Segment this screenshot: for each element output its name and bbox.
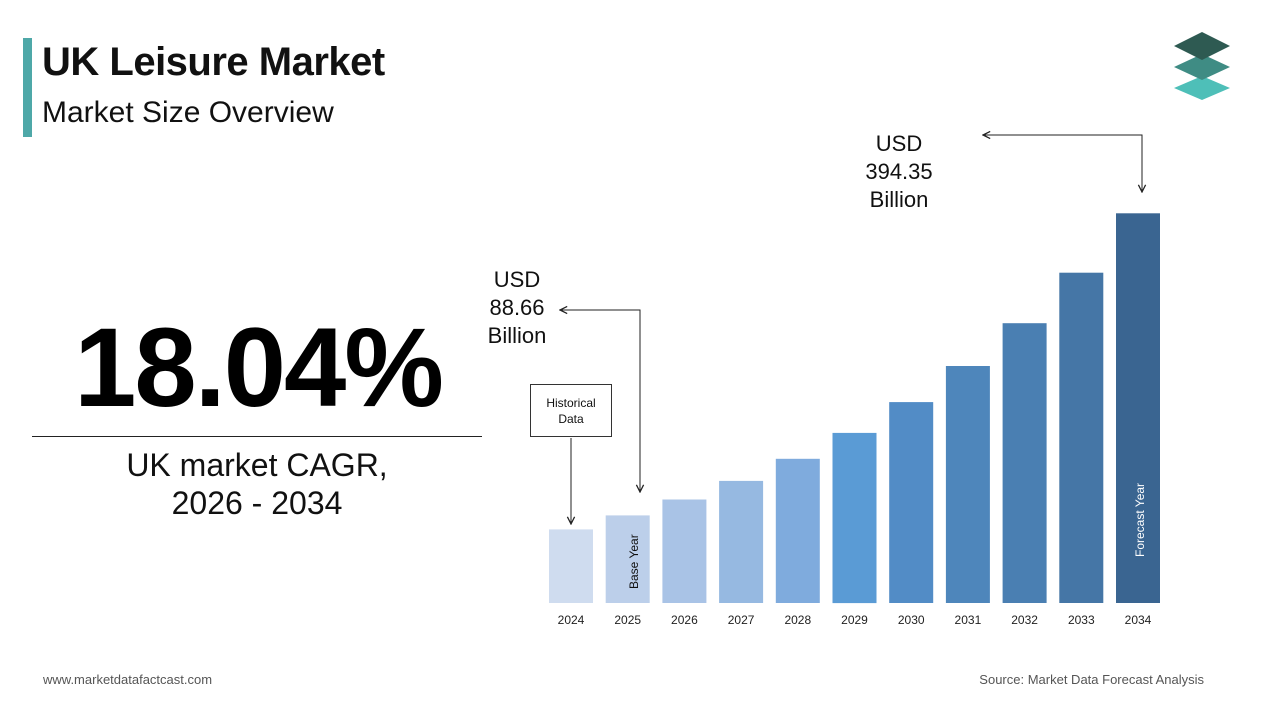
brand-logo-icon bbox=[1174, 32, 1230, 100]
base-value-callout: USD 88.66 Billion bbox=[476, 266, 558, 350]
cagr-label-line1: UK market CAGR, bbox=[126, 447, 388, 483]
bar-2028 bbox=[775, 458, 820, 603]
x-tick-label-2026: 2026 bbox=[671, 613, 698, 627]
forecast-year-label: Forecast Year bbox=[1133, 483, 1147, 557]
bar-2031 bbox=[945, 366, 990, 603]
base-callout-currency: USD bbox=[493, 267, 541, 292]
x-tick-label-2028: 2028 bbox=[784, 613, 811, 627]
title-accent-bar bbox=[23, 38, 32, 137]
forecast-callout-value: 394.35 bbox=[865, 159, 933, 184]
bar-2029 bbox=[832, 432, 877, 604]
base-year-label: Base Year bbox=[627, 534, 641, 589]
base-callout-unit: Billion bbox=[487, 323, 547, 348]
bar-2024 bbox=[549, 529, 593, 603]
cagr-label: UK market CAGR, 2026 - 2034 bbox=[32, 446, 482, 522]
historical-label-line2: Data bbox=[558, 412, 584, 426]
callout-arrows bbox=[560, 135, 1142, 524]
bar-2025 bbox=[605, 515, 650, 603]
kpi-divider bbox=[32, 436, 482, 437]
footer-website: www.marketdatafactcast.com bbox=[43, 672, 213, 687]
x-tick-label-2033: 2033 bbox=[1068, 613, 1095, 627]
x-tick-label-2034: 2034 bbox=[1125, 613, 1152, 627]
bar-2027 bbox=[719, 480, 764, 603]
bar-2033 bbox=[1059, 272, 1104, 603]
bar-2026 bbox=[662, 499, 707, 603]
bar-2030 bbox=[889, 402, 934, 603]
x-tick-label-2024: 2024 bbox=[558, 613, 585, 627]
cagr-label-line2: 2026 - 2034 bbox=[171, 485, 343, 521]
forecast-callout-currency: USD bbox=[875, 131, 923, 156]
bar-2032 bbox=[1002, 323, 1047, 603]
forecast-callout-unit: Billion bbox=[869, 187, 929, 212]
page-subtitle: Market Size Overview bbox=[42, 96, 334, 129]
x-tick-label-2027: 2027 bbox=[728, 613, 755, 627]
bar-2034 bbox=[1116, 213, 1160, 604]
historical-data-box: Historical Data bbox=[530, 384, 612, 437]
page-title: UK Leisure Market bbox=[42, 40, 385, 84]
forecast-value-callout: USD 394.35 Billion bbox=[852, 130, 946, 214]
footer-source: Source: Market Data Forecast Analysis bbox=[979, 672, 1204, 687]
forecast-arrow bbox=[983, 135, 1142, 192]
base-callout-value: 88.66 bbox=[489, 295, 545, 320]
x-tick-label-2032: 2032 bbox=[1011, 613, 1038, 627]
base-year-arrow bbox=[560, 310, 640, 492]
x-tick-label-2030: 2030 bbox=[898, 613, 925, 627]
historical-label-line1: Historical bbox=[546, 396, 596, 410]
x-tick-label-2029: 2029 bbox=[841, 613, 868, 627]
x-tick-label-2025: 2025 bbox=[614, 613, 641, 627]
x-tick-label-2031: 2031 bbox=[955, 613, 982, 627]
cagr-value: 18.04% bbox=[74, 305, 444, 430]
